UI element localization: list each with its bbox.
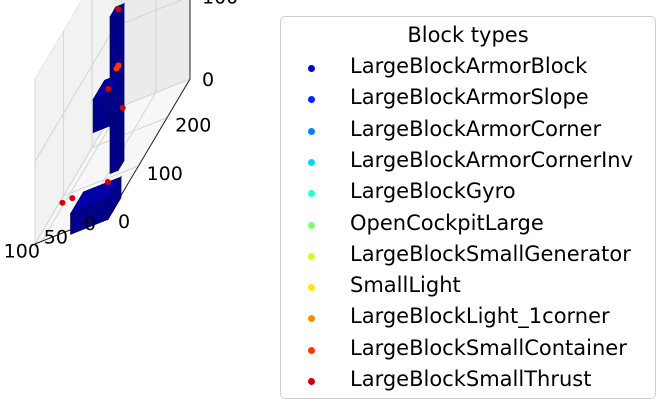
legend-entry: SmallLight	[281, 272, 655, 302]
data-point	[59, 199, 66, 206]
legend-entry: LargeBlockSmallThrust	[281, 366, 655, 396]
legend-label: SmallLight	[350, 273, 461, 298]
y-axis-line	[109, 78, 191, 215]
legend-label: LargeBlockSmallThrust	[350, 367, 592, 391]
plot-points	[59, 6, 126, 206]
legend-entry: LargeBlockArmorBlock	[281, 53, 655, 83]
x-tick-label: 50	[44, 227, 68, 249]
legend-marker	[308, 65, 315, 72]
legend-label: LargeBlockArmorSlope	[350, 85, 589, 110]
legend-entry: LargeBlockArmorCornerInv	[281, 147, 655, 177]
legend-entry: LargeBlockSmallGenerator	[281, 241, 655, 271]
grid-line-y	[91, 0, 168, 149]
legend-label: LargeBlockLight_1corner	[350, 304, 610, 329]
data-point	[113, 65, 120, 72]
data-point	[115, 6, 122, 13]
block-face-top	[69, 176, 122, 215]
y-tick-label: 200	[175, 115, 211, 137]
legend-marker	[308, 378, 315, 385]
x-tick-label: 0	[84, 213, 96, 235]
legend-title: Block types	[407, 23, 529, 47]
legend-entry: OpenCockpitLarge	[281, 210, 655, 240]
legend-entry: LargeBlockArmorCorner	[281, 116, 655, 146]
legend-marker	[308, 346, 315, 354]
legend-label: OpenCockpitLarge	[350, 210, 544, 235]
legend-marker	[308, 96, 315, 104]
legend-entry: LargeBlockArmorSlope	[281, 84, 655, 114]
legend-entry: LargeBlockLight_1corner	[281, 303, 655, 333]
legend-label: LargeBlockArmorCornerInv	[350, 147, 634, 172]
legend-label: LargeBlockSmallGenerator	[350, 241, 631, 266]
z-tick-label: 100	[202, 0, 238, 9]
legend-marker	[308, 315, 315, 323]
tick-labels: 01000100200050100	[4, 0, 239, 262]
legend: Block types LargeBlockArmorBlock LargeBlo…	[280, 16, 656, 399]
grid-line-x	[75, 0, 157, 228]
legend-marker	[308, 190, 315, 198]
legend-marker	[308, 284, 315, 292]
legend-entry: LargeBlockGyro	[281, 178, 655, 208]
data-point	[69, 195, 76, 202]
y-tick-label: 0	[118, 211, 130, 233]
legend-marker	[308, 127, 315, 135]
legend-marker	[308, 252, 315, 260]
legend-label: LargeBlockSmallContainer	[350, 335, 627, 360]
x-tick-label: 100	[4, 240, 40, 262]
legend-marker	[308, 221, 315, 229]
legend-entry: LargeBlockSmallContainer	[281, 335, 655, 365]
grid-line-y	[63, 30, 139, 197]
data-point	[104, 179, 111, 185]
legend-label: LargeBlockGyro	[350, 179, 516, 204]
legend-label: LargeBlockArmorBlock	[350, 54, 588, 78]
z-tick-label: 0	[202, 69, 214, 91]
legend-label: LargeBlockArmorCorner	[350, 116, 602, 141]
data-point	[119, 104, 126, 111]
y-tick-label: 100	[147, 163, 183, 185]
data-point	[105, 85, 112, 92]
legend-marker	[308, 158, 315, 166]
